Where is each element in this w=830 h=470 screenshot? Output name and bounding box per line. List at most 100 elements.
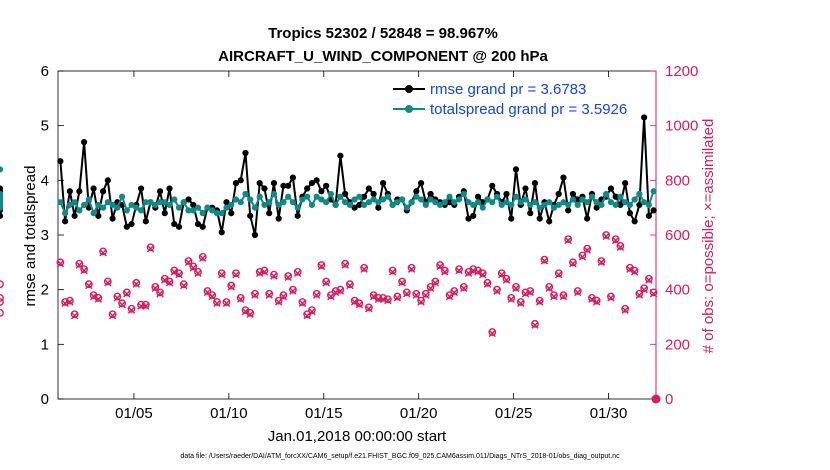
rmse-point [266,210,273,217]
obs-assimilated-point [540,257,549,265]
obs-possible-point [502,274,511,283]
totalspread-point [147,199,154,206]
totalspread-point [474,199,482,206]
obs-assimilated-point [422,291,430,299]
rmse-point [565,207,572,214]
obs-assimilated-point [573,288,582,297]
obs-possible-point [336,285,345,294]
obs-possible-point [516,298,525,306]
obs-assimilated-point [113,294,122,302]
totalspread-point [294,204,301,211]
totalspread-point [304,193,311,200]
rmse-point [81,138,88,146]
rmse-point [470,212,477,219]
totalspread-point [280,199,287,206]
totalspread-point [493,193,501,200]
obs-assimilated-point [317,262,326,271]
obs-assimilated-point [464,269,473,277]
obs-assimilated-point [175,270,183,279]
rmse-point [512,166,520,173]
y-left-tick-label: 6 [41,63,49,80]
obs-possible-point [550,291,558,300]
rmse-point [232,179,240,187]
totalspread-point [128,201,135,209]
obs-possible-point [455,265,463,274]
obs-possible-point [440,266,449,275]
obs-possible-point [426,283,435,291]
totalspread-point [631,196,638,203]
obs-assimilated-point [346,281,354,290]
totalspread-point [351,196,358,203]
obs-possible-point [559,291,568,300]
obs-assimilated-point [170,268,178,276]
obs-assimilated-point [607,294,615,302]
obs-assimilated-point [450,288,458,297]
x-tick-label: 01/25 [495,405,533,422]
totalspread-point [574,201,581,209]
rmse-point [66,188,73,195]
obs-possible-point [103,277,112,286]
obs-assimilated-point [536,298,544,306]
obs-assimilated-point [621,306,629,314]
obs-possible-point [621,304,630,313]
totalspread-point [384,193,391,200]
obs-assimilated-point [85,281,93,290]
totalspread-point [413,193,420,200]
rmse-point [237,177,244,184]
chart-title-line1: Tropics 52302 / 52848 = 98.967% [268,25,498,42]
obs-possible-point [564,235,573,244]
obs-assimilated-point [270,272,278,280]
totalspread-point [166,201,173,209]
obs-assimilated-point [555,270,563,279]
totalspread-point [441,199,448,206]
obs-assimilated-point [237,295,245,303]
obs-assimilated-point [441,268,449,276]
obs-possible-point [99,247,107,256]
obs-possible-point [573,287,582,295]
rmse-point [474,193,482,200]
obs-possible-point [488,328,497,336]
rmse-point [569,190,577,198]
obs-possible-point [583,244,592,253]
obs-possible-point [393,292,402,301]
obs-possible-point [255,267,264,276]
obs-possible-point [118,299,126,308]
rmse-point [375,204,382,211]
obs-assimilated-point [161,276,169,284]
totalspread-point [479,204,486,211]
totalspread-point [308,201,316,209]
totalspread-point [256,193,263,200]
totalspread-point [460,190,467,198]
obs-assimilated-point [118,301,126,309]
obs-assimilated-point [80,266,88,275]
obs-assimilated-point [293,269,302,277]
obs-assimilated-point [488,329,496,338]
obs-possible-point [179,280,188,289]
obs-assimilated-point [564,236,572,245]
totalspread-point [95,201,102,209]
rmse-point [228,210,235,217]
obs-assimilated-point [142,302,150,310]
obs-possible-point [75,259,84,268]
obs-possible-point [512,283,520,291]
obs-possible-point [554,269,563,278]
rmse-point [607,185,615,192]
totalspread-point [465,199,472,206]
obs-assimilated-point [479,270,487,279]
obs-assimilated-point [649,290,658,298]
rmse-point [62,218,69,225]
totalspread-point [356,193,363,200]
rmse-point [242,149,249,157]
obs-assimilated-point [403,290,411,298]
obs-assimilated-point [588,295,596,303]
totalspread-point [85,196,92,203]
obs-assimilated-point [460,284,468,292]
totalspread-point [57,199,64,206]
x-tick-label: 01/05 [115,405,153,422]
rmse-point [370,190,377,198]
obs-assimilated-point [146,244,155,253]
totalspread-point [180,199,187,206]
totalspread-point [342,199,349,206]
obs-possible-point [227,281,236,290]
obs-assimilated-point [483,280,492,288]
